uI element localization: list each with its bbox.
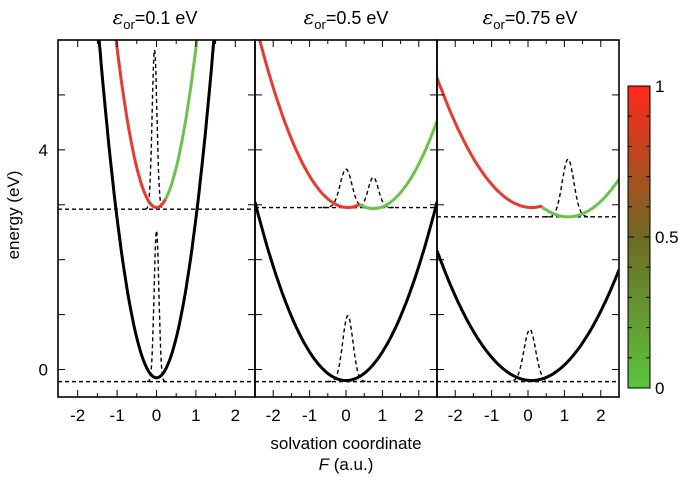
- x-tick-label-3-3: 0: [523, 406, 532, 425]
- x-tick-label-2-4: 1: [378, 406, 387, 425]
- x-tick-label-2-1: -2: [266, 406, 281, 425]
- colorbar-tick-label-1: 1: [655, 77, 664, 96]
- x-tick-label-1-4: 1: [191, 406, 200, 425]
- excited-curve-red-2: [258, 40, 362, 209]
- colorbar-tick-label-2: 0.5: [655, 228, 678, 247]
- ground-state-curve-3: [437, 250, 619, 382]
- excited-curve-red-1: [114, 40, 168, 210]
- peak-ground-1-1: [146, 230, 167, 383]
- x-axis-symbol: F: [319, 455, 331, 474]
- panel-title-1: εor=0.1 eV: [113, 5, 198, 32]
- x-tick-label-1-2: -1: [110, 406, 125, 425]
- peak-excited-2-1: [322, 168, 370, 209]
- x-tick-label-3-1: -2: [448, 406, 463, 425]
- colorbar-ticks-group: 10.50: [628, 77, 678, 398]
- x-tick-label-2-2: -1: [302, 406, 317, 425]
- peak-ground-2-1: [327, 314, 369, 383]
- x-tick-label-3-2: -1: [484, 406, 499, 425]
- excited-curve-red-3: [437, 77, 544, 209]
- y-axis-group: 04: [39, 141, 48, 380]
- ground-state-curve-1: [97, 40, 216, 380]
- peak-excited-3-1: [544, 158, 592, 218]
- x-tick-label-2-5: 2: [414, 406, 423, 425]
- y-tick-label-2: 4: [39, 141, 48, 160]
- panel-3: [437, 77, 619, 383]
- panels-group: [58, 40, 619, 383]
- panel-title-2: εor=0.5 eV: [304, 5, 389, 32]
- x-axis-label-line2: F (a.u.): [319, 455, 374, 474]
- x-tick-label-1-3: 0: [152, 406, 161, 425]
- ground-state-curve-2: [255, 201, 437, 382]
- panel-2: [255, 40, 437, 383]
- y-axis-label: energy (eV): [4, 171, 23, 260]
- x-axis-label-line1: solvation coordinate: [270, 434, 421, 453]
- y-tick-label-1: 0: [39, 361, 48, 380]
- x-tick-label-3-4: 1: [560, 406, 569, 425]
- frames-group: [57, 39, 620, 398]
- x-tick-label-1-1: -2: [70, 406, 85, 425]
- peak-excited-2-2: [352, 176, 394, 209]
- panel-1: [58, 40, 255, 383]
- excited-curve-green-3: [540, 178, 619, 219]
- x-tick-label-1-5: 2: [231, 406, 240, 425]
- x-axis-unit: (a.u.): [329, 455, 373, 474]
- x-tick-labels-group: -2 -1 0 1 2 -2 -1 0 1 2 -2 -1 0 1 2: [70, 406, 605, 425]
- x-tick-label-2-3: 0: [341, 406, 350, 425]
- colorbar-tick-label-3: 0: [655, 379, 664, 398]
- peak-ground-3-1: [506, 328, 554, 383]
- panel-frame-3: [436, 39, 620, 398]
- excited-curve-green-2: [358, 120, 437, 211]
- excited-curve-green-1: [164, 40, 199, 201]
- x-tick-label-3-5: 2: [596, 406, 605, 425]
- panel-title-3: εor=0.75 eV: [483, 5, 578, 32]
- peak-excited-1-1: [145, 49, 164, 210]
- panel-frame-2: [254, 39, 438, 398]
